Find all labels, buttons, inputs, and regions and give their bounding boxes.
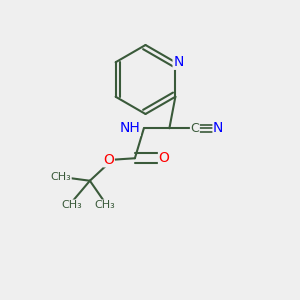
- Text: CH₃: CH₃: [61, 200, 82, 210]
- Text: NH: NH: [119, 121, 140, 135]
- Text: CH₃: CH₃: [50, 172, 71, 182]
- Text: CH₃: CH₃: [94, 200, 115, 210]
- Text: C: C: [190, 122, 199, 135]
- Text: O: O: [103, 153, 114, 167]
- Text: N: N: [213, 121, 224, 135]
- Text: N: N: [173, 55, 184, 69]
- Text: O: O: [158, 151, 169, 165]
